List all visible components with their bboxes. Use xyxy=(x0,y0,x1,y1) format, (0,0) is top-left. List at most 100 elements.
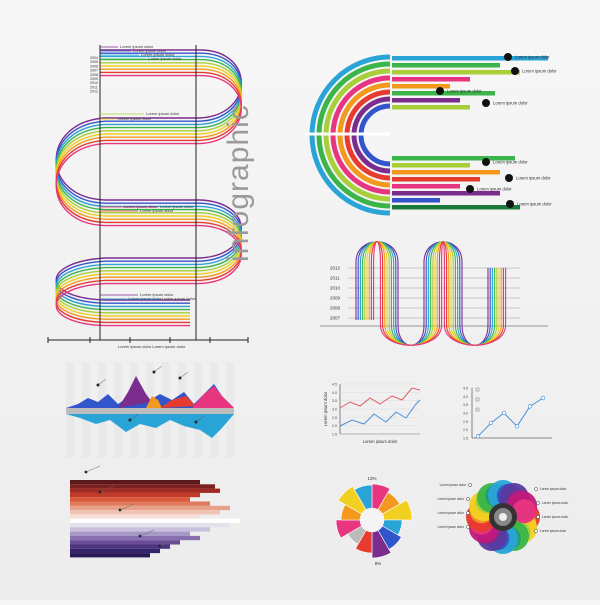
scatter-line-panel: 4.5 4.0 3.5 3.0 2.5 2.0 1.5 xyxy=(463,387,552,441)
area-orange xyxy=(146,396,162,408)
wheel-label: Lorem ipsum dolor xyxy=(542,515,569,519)
bar xyxy=(392,105,470,110)
bar xyxy=(392,170,500,175)
wave-line xyxy=(55,62,242,314)
stripe-bar xyxy=(70,535,200,541)
wheel-label: Lorem ipsum dolor xyxy=(440,483,467,487)
stripe-bar xyxy=(70,484,215,489)
scatter-line xyxy=(477,397,544,437)
wheel-label: Lorem ipsum dolor xyxy=(542,501,569,505)
wave-line xyxy=(55,58,242,311)
bar xyxy=(392,191,500,196)
mini-wave-line xyxy=(359,241,493,346)
y-tick: 1.5 xyxy=(332,433,337,437)
legend-box xyxy=(475,407,480,412)
wheel-marker xyxy=(536,501,540,505)
mini-wave-line xyxy=(364,241,498,346)
scatter-point xyxy=(527,404,533,409)
callout-label: Lorem ipsum dolor xyxy=(120,44,154,49)
bar xyxy=(392,177,480,182)
wave-line xyxy=(55,52,242,304)
donut-segment xyxy=(337,485,367,515)
y-tick: 4.5 xyxy=(332,383,337,387)
donut-segment xyxy=(381,499,413,521)
y-tick: 4.0 xyxy=(332,391,337,395)
stripe-bar xyxy=(70,501,210,506)
stripe-bar xyxy=(70,523,230,528)
y-tick: 3.0 xyxy=(463,412,468,416)
wave-line xyxy=(55,71,242,324)
mountain-area-panel xyxy=(66,362,234,458)
callout-label: Lorem ipsum dolor xyxy=(118,116,152,121)
donut-segment xyxy=(371,483,391,511)
marker-dot xyxy=(511,67,519,75)
bar xyxy=(392,184,460,189)
bar xyxy=(392,156,515,161)
year-label: 2011 xyxy=(330,276,340,281)
bar xyxy=(392,63,500,68)
scatter-point xyxy=(540,395,546,401)
stripe-leader xyxy=(85,465,101,473)
wave-line xyxy=(55,49,242,301)
mountain-leader xyxy=(179,371,189,379)
year-label: 2010 xyxy=(330,286,341,291)
wheel-label: Lorem ipsum dolor xyxy=(540,529,567,533)
year-label: 2009 xyxy=(330,296,341,301)
year-label: 2007 xyxy=(330,316,341,321)
marker-dot xyxy=(504,53,512,61)
series-red xyxy=(339,387,421,409)
arc-bar-panel: Lorem ipsum dolor Lorem ipsum dolor Lorem … xyxy=(305,53,557,216)
wheel-label: Lorem ipsum dolor xyxy=(438,511,465,515)
donut-chart-panel: 13% 8% xyxy=(335,476,413,566)
stripe-bar xyxy=(70,527,210,532)
callout-label: Lorem ipsum dolor xyxy=(141,52,175,57)
y-tick: 1.5 xyxy=(463,437,468,441)
y-tick: 4.5 xyxy=(463,387,468,391)
wheel-label: Lorem ipsum dolor xyxy=(540,487,567,491)
area-purple xyxy=(118,376,152,408)
callout-label: Lorem ipsum dolor xyxy=(124,204,158,209)
year-label: 2012 xyxy=(330,266,341,271)
donut-hole xyxy=(361,509,383,531)
x-axis-label: Lorem ipsum dolor xyxy=(363,439,398,444)
stripe-bar xyxy=(70,488,220,493)
legend-box xyxy=(475,387,480,392)
year-label: 2005 xyxy=(90,60,98,64)
y-tick: 4.0 xyxy=(463,395,468,399)
callout-label: Lorem ipsum dolor xyxy=(133,48,167,53)
year-label: 2008 xyxy=(90,73,98,77)
arc-label: Lorem ipsum dolor xyxy=(516,176,551,181)
stripe-bar xyxy=(70,540,180,545)
donut-segment xyxy=(371,529,392,559)
stripe-bar xyxy=(70,480,200,485)
scatter-point xyxy=(475,434,481,439)
y-tick: 2.0 xyxy=(332,424,337,428)
bar xyxy=(392,205,520,210)
scatter-point xyxy=(501,410,507,416)
year-label: 2009 xyxy=(90,77,98,81)
bar xyxy=(392,84,450,89)
callout-label: Lorem ipsum dolor xyxy=(160,204,194,209)
donut-label: 8% xyxy=(375,561,382,566)
year-label: 2008 xyxy=(330,306,341,311)
legend-box xyxy=(475,397,480,402)
mini-wave-line xyxy=(355,241,489,346)
y-tick: 2.0 xyxy=(463,428,468,432)
stripe-bar xyxy=(70,518,240,523)
bar xyxy=(392,163,470,168)
area-red xyxy=(160,396,196,408)
mountain-leader xyxy=(97,378,107,386)
y-axis-label: Lorem ipsum dolor xyxy=(323,391,328,426)
callout-label: Lorem ipsum dolor xyxy=(128,296,162,301)
area-reflection xyxy=(66,414,234,438)
wheel-marker xyxy=(534,487,538,491)
year-label: 2012 xyxy=(90,90,98,94)
bottom-label: Lorem ipsum dolor Lorem ipsum dolor xyxy=(118,344,186,349)
wheel-marker xyxy=(466,497,470,501)
mountain-leader xyxy=(153,365,163,373)
stripe-leader xyxy=(99,485,115,493)
horizontal-stripe-panel xyxy=(70,465,240,558)
line-chart-panel: 4.5 4.0 3.5 3.0 2.5 2.0 1.5 Lorem ipsum dolor Lo… xyxy=(323,383,421,444)
marker-dot xyxy=(505,174,513,182)
